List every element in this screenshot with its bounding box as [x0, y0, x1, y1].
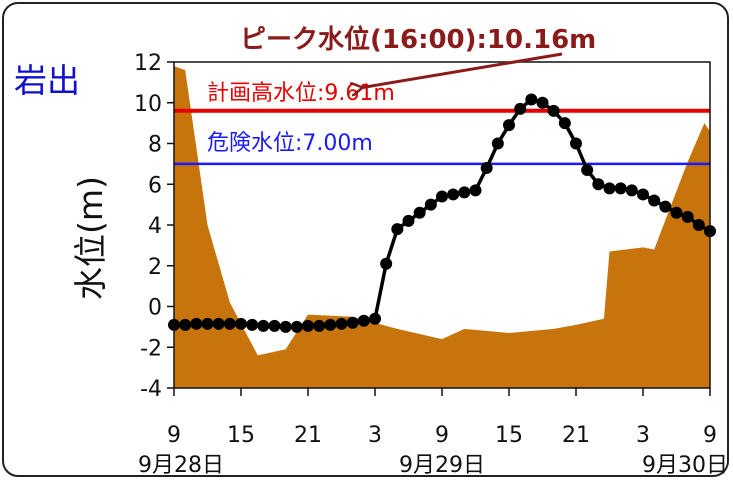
date-label: 9月29日 [399, 453, 485, 478]
y-axis-label: 水位(m) [71, 176, 110, 300]
x-tick-labels: 9 15 21 3 9 15 21 3 9 [167, 423, 717, 448]
reference-lines [174, 108, 710, 166]
rainfall-area-shape [174, 66, 710, 388]
water-level-point [424, 198, 437, 211]
water-level-point [290, 320, 303, 333]
water-level-point [547, 104, 560, 117]
water-level-point [223, 317, 236, 330]
water-level-point [212, 317, 225, 330]
x-tick-label: 9 [167, 423, 181, 448]
water-level-point [380, 257, 393, 270]
x-tick-label: 15 [495, 423, 523, 448]
y-tick-label: 12 [134, 51, 162, 76]
y-tick-label: 8 [148, 133, 162, 158]
water-level-point [614, 182, 627, 195]
x-tick-label: 9 [435, 423, 449, 448]
water-level-point [447, 188, 460, 201]
water-level-point [335, 317, 348, 330]
water-level-point [279, 320, 292, 333]
water-level-point [514, 102, 527, 115]
y-tick-label: 10 [134, 92, 162, 117]
water-level-point [670, 206, 683, 219]
water-level-point [235, 317, 247, 330]
water-level-point [179, 318, 192, 331]
x-tick-label: 3 [636, 423, 650, 448]
date-labels: 9月28日 9月29日 9月30日 [138, 453, 728, 478]
y-tick-label: -4 [140, 377, 162, 402]
y-tick-label: 0 [148, 296, 162, 321]
water-level-point [659, 200, 672, 213]
water-level-point [603, 182, 616, 195]
peak-arrow [363, 52, 563, 87]
water-level-point [246, 318, 259, 331]
water-level-point [581, 163, 594, 176]
water-level-point [525, 93, 538, 106]
x-tick-label: 21 [294, 423, 322, 448]
water-level-point [681, 210, 694, 223]
water-level-point [625, 184, 638, 197]
date-label: 9月30日 [642, 453, 728, 478]
water-level-point [503, 119, 515, 132]
water-level-point [313, 319, 326, 332]
water-level-point [570, 137, 582, 150]
water-level-point [592, 178, 605, 191]
y-tick-label: -2 [140, 336, 162, 361]
water-level-point [469, 184, 482, 197]
planned-high-water-label: 計画高水位:9.61m [207, 81, 395, 106]
danger-water-level-label: 危険水位:7.00m [207, 131, 373, 156]
water-level-point [302, 319, 314, 332]
water-level-point [558, 117, 571, 130]
water-level-point [324, 318, 337, 331]
water-level-point [201, 317, 214, 330]
date-label: 9月28日 [138, 453, 224, 478]
axes [167, 61, 711, 396]
water-level-point [268, 319, 281, 332]
water-level-point [357, 314, 370, 327]
water-level-point [458, 186, 471, 199]
water-level-point [190, 317, 203, 330]
water-level-point [436, 190, 448, 203]
station-label: 岩出 [14, 61, 80, 100]
water-level-point [480, 161, 493, 174]
x-tick-label: 9 [703, 423, 717, 448]
x-tick-label: 21 [562, 423, 590, 448]
water-level-point [402, 214, 415, 227]
y-tick-label: 4 [148, 214, 162, 239]
x-tick-label: 3 [368, 423, 382, 448]
y-tick-label: 2 [148, 255, 162, 280]
water-level-point [257, 319, 270, 332]
y-tick-label: 6 [148, 173, 162, 198]
water-level-point [346, 316, 359, 329]
water-level-point [491, 137, 504, 150]
water-level-point [536, 96, 549, 109]
water-level-point [391, 223, 404, 236]
water-level-point [637, 188, 649, 201]
water-level-point [648, 194, 661, 207]
rainfall-area [174, 66, 710, 388]
water-level-point [413, 206, 426, 219]
water-level-point [369, 312, 381, 325]
y-tick-labels: -4 -2 0 2 4 6 8 10 12 [134, 51, 162, 402]
water-level-point [692, 219, 705, 231]
x-tick-label: 15 [227, 423, 255, 448]
peak-water-level-label: ピーク水位(16:00):10.16m [240, 24, 596, 55]
